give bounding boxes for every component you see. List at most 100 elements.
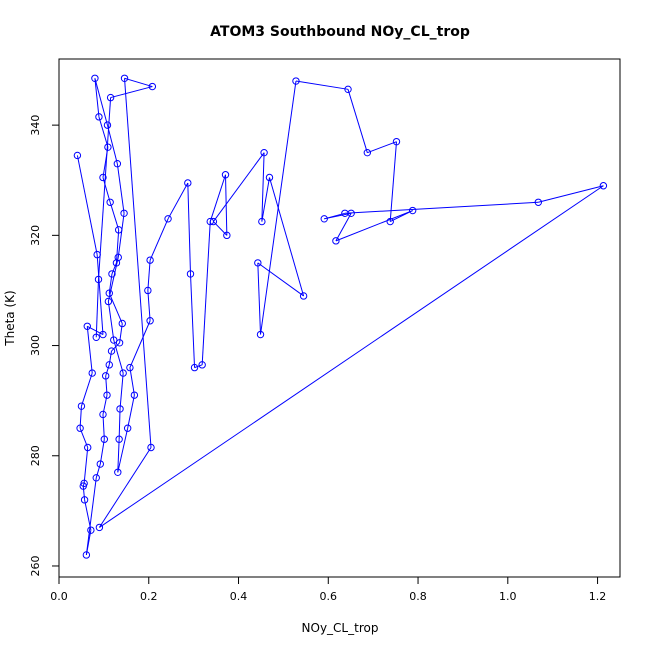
data-point	[126, 363, 134, 372]
y-tick-label: 260	[29, 555, 42, 576]
data-point	[599, 182, 608, 190]
series-segment	[201, 221, 211, 365]
series-segment	[147, 260, 151, 291]
data-point	[95, 523, 104, 532]
data-point	[105, 361, 113, 369]
data-point	[386, 217, 394, 226]
data-point	[110, 336, 118, 344]
data-point	[106, 198, 114, 206]
series-segment	[129, 367, 135, 396]
series-segment	[124, 78, 152, 448]
data-point	[146, 317, 154, 325]
data-point	[73, 151, 82, 160]
data-point	[198, 361, 206, 369]
data-point	[104, 297, 113, 306]
series-segment	[86, 326, 93, 374]
data-point	[94, 275, 103, 284]
x-tick-label: 0.6	[320, 590, 338, 603]
data-point	[79, 482, 87, 490]
data-point	[91, 74, 99, 82]
data-point	[123, 424, 132, 432]
series-segment	[149, 218, 169, 261]
data-point	[101, 372, 110, 380]
x-tick-label: 1.0	[499, 590, 517, 603]
series-segment	[94, 78, 100, 117]
series-segment	[109, 202, 120, 230]
series-segment	[95, 279, 99, 338]
series-segment	[335, 213, 352, 242]
series-segment	[189, 273, 196, 368]
data-point	[534, 198, 543, 206]
series-segment	[98, 116, 109, 148]
data-point	[256, 330, 265, 339]
data-point	[82, 551, 91, 559]
data-point	[209, 217, 218, 226]
series-segment	[295, 80, 349, 90]
series-segment	[212, 152, 265, 222]
data-point	[223, 231, 231, 240]
series-lines	[76, 77, 604, 556]
data-point	[92, 333, 100, 341]
data-point	[254, 259, 262, 267]
series-segment	[94, 78, 108, 126]
data-point	[392, 137, 401, 146]
series-segment	[99, 185, 604, 528]
data-point	[83, 322, 91, 330]
data-point	[258, 217, 266, 226]
series-segment	[110, 86, 153, 99]
series-segment	[147, 290, 151, 321]
series-segment	[111, 262, 117, 275]
data-point	[292, 77, 300, 85]
x-tick-label: 0.0	[50, 590, 68, 603]
data-point	[108, 270, 116, 278]
series-segment	[344, 201, 539, 214]
data-point	[130, 391, 139, 399]
data-point	[76, 424, 84, 432]
data-point	[116, 405, 124, 413]
data-point	[99, 410, 107, 419]
series-segment	[257, 262, 262, 335]
data-point	[115, 435, 123, 443]
series-segment	[95, 463, 101, 478]
x-tick-label: 0.2	[140, 590, 158, 603]
data-point	[341, 209, 349, 217]
data-point	[184, 179, 192, 187]
data-point	[100, 435, 109, 443]
series-segment	[167, 182, 189, 220]
x-axis: 0.0 0.2 0.4 0.6 0.8 1.0 1.2	[50, 576, 606, 603]
chart-title: ATOM3 Southbound NOy_CL_trop	[210, 24, 470, 40]
data-point	[115, 339, 124, 347]
series-segment	[119, 373, 124, 409]
data-point	[146, 256, 154, 264]
series-segment	[117, 428, 129, 473]
data-point	[106, 93, 115, 102]
plot-frame	[58, 58, 621, 578]
data-point	[105, 289, 113, 297]
series-segment	[108, 293, 123, 324]
series-segment	[367, 141, 397, 154]
data-point	[186, 270, 195, 278]
data-point	[99, 330, 107, 339]
series-segment	[347, 89, 368, 153]
series-segment	[107, 301, 115, 341]
series-segment	[102, 177, 111, 203]
data-point	[77, 402, 86, 410]
series-segment	[194, 364, 203, 369]
data-point	[120, 74, 129, 82]
data-point	[148, 82, 157, 91]
data-point	[103, 121, 112, 129]
series-segment	[99, 439, 105, 465]
series-segment	[389, 141, 397, 222]
data-point	[120, 209, 128, 217]
y-tick-label: 300	[29, 335, 42, 356]
data-point	[113, 160, 122, 168]
x-tick-label: 0.8	[409, 590, 427, 603]
series-segment	[115, 229, 120, 263]
series-segment	[269, 177, 305, 297]
series-segment	[80, 372, 93, 407]
y-tick-label: 280	[29, 445, 42, 466]
series-segment	[187, 182, 191, 274]
series-segment	[108, 350, 113, 365]
data-point	[84, 443, 92, 452]
